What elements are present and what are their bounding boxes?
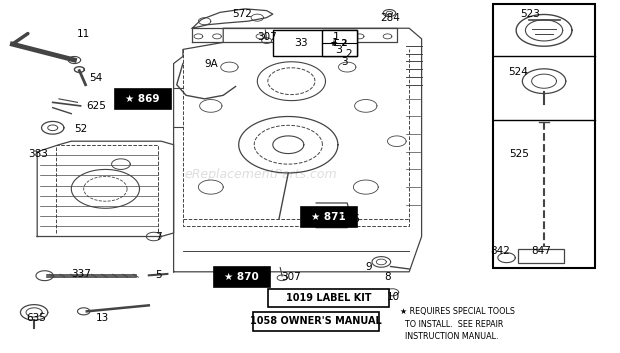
Bar [253,312,379,331]
Bar [273,30,356,56]
Text: 9: 9 [366,262,372,271]
Text: 525: 525 [510,149,529,158]
Text: 1: 1 [332,32,340,42]
Text: 284: 284 [381,13,401,23]
Text: ★ 871: ★ 871 [311,212,346,222]
Bar [214,268,270,287]
Text: 8: 8 [384,272,391,282]
Text: 5: 5 [155,270,161,280]
Text: 13: 13 [95,313,109,323]
Text: ★ 869: ★ 869 [125,94,160,104]
Text: ★ 870: ★ 870 [224,272,259,282]
Text: 842: 842 [490,246,510,256]
Text: 1: 1 [332,38,338,48]
Text: 52: 52 [74,124,87,134]
Bar [268,289,389,307]
Bar [301,208,356,227]
Text: 11: 11 [77,29,91,38]
Text: 572: 572 [232,9,252,19]
Text: 635: 635 [26,313,46,323]
Text: 3: 3 [301,38,307,48]
Bar [115,89,171,108]
Bar [493,4,595,268]
Text: 625: 625 [86,101,106,111]
Bar [322,30,356,56]
Text: 10: 10 [387,292,401,301]
Text: 3: 3 [294,38,301,48]
Text: 847: 847 [531,246,551,256]
Text: eReplacementParts.com: eReplacementParts.com [184,168,337,181]
Text: 524: 524 [508,67,528,77]
Text: 7: 7 [155,232,161,241]
Text: 1019 LABEL KIT: 1019 LABEL KIT [286,293,371,303]
Text: 383: 383 [29,149,48,158]
Text: 523: 523 [520,9,540,19]
Text: 2: 2 [346,49,352,59]
Text: 3: 3 [335,45,343,55]
Text: 306: 306 [340,214,360,224]
Text: 54: 54 [89,73,103,83]
Bar [518,249,564,263]
Text: 3: 3 [342,57,348,67]
Text: 1058 OWNER'S MANUAL: 1058 OWNER'S MANUAL [250,316,382,326]
Text: 9A: 9A [204,59,218,68]
Text: ★ 2: ★ 2 [330,38,348,48]
Text: 307: 307 [281,272,301,282]
Text: 337: 337 [71,269,91,279]
Text: 307: 307 [257,32,277,42]
Text: ★ REQUIRES SPECIAL TOOLS
  TO INSTALL.  SEE REPAIR
  INSTRUCTION MANUAL.: ★ REQUIRES SPECIAL TOOLS TO INSTALL. SEE… [400,307,515,341]
